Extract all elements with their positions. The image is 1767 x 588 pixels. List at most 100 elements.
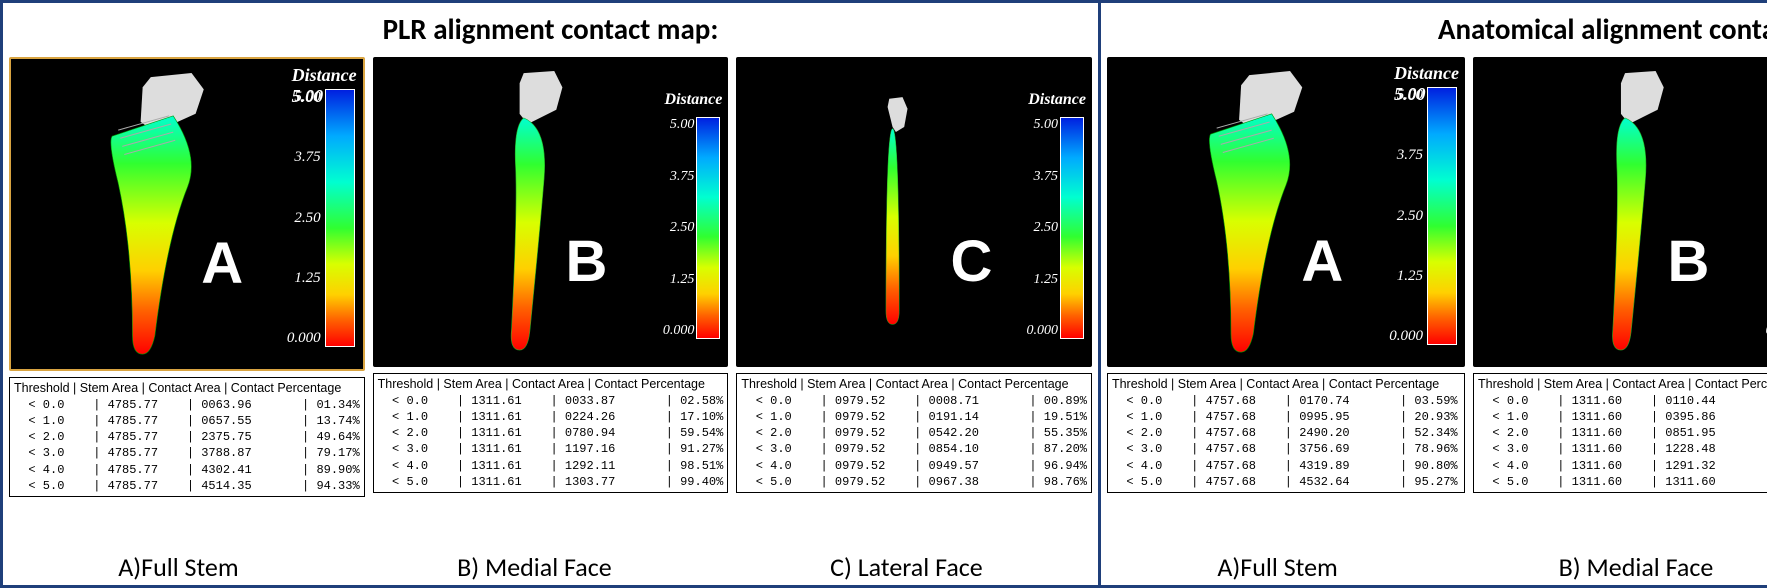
subpanel-letter: B xyxy=(1667,228,1709,295)
subpanel-A: A Distance5.00 5.003.752.501.250.000 Thr… xyxy=(9,57,365,543)
colorbar-tick: 5.00 xyxy=(1749,117,1767,133)
colorbar-tick: 3.75 xyxy=(1749,169,1767,185)
subpanel-letter: C xyxy=(951,228,993,295)
table-row: < 4.0 | 0979.52 | 0949.57 | 96.94% xyxy=(741,458,1087,474)
table-row: < 2.0 | 1311.60 | 0851.95 | 64.96% xyxy=(1478,425,1767,441)
colorbar-tick: 2.50 xyxy=(1749,220,1767,236)
stem-render xyxy=(74,71,236,356)
contact-map-image: B Distance 5.003.752.501.250.000 xyxy=(1473,57,1767,367)
table-row: < 0.0 | 4785.77 | 0063.96 | 01.34% xyxy=(14,397,360,413)
subpanel-caption: C) Lateral Face xyxy=(830,551,983,583)
colorbar-ticks: 5.003.752.501.250.000 xyxy=(646,117,694,339)
colorbar-tick: 3.75 xyxy=(1375,147,1423,164)
colorbar-tick: 0.000 xyxy=(646,323,694,339)
colorbar-tick: 1.25 xyxy=(273,270,321,287)
colorbar-ticks: 5.003.752.501.250.000 xyxy=(273,89,321,347)
subpanel-caption: A)Full Stem xyxy=(118,551,238,583)
stem-render xyxy=(1580,69,1680,354)
table-row: < 1.0 | 4757.68 | 0995.95 | 20.93% xyxy=(1112,409,1460,425)
colorbar-tick: 1.25 xyxy=(1749,272,1767,288)
table-row: < 1.0 | 1311.60 | 0395.86 | 30.18% xyxy=(1478,409,1767,425)
table-row: < 5.0 | 0979.52 | 0967.38 | 98.76% xyxy=(741,474,1087,490)
table-row: < 3.0 | 1311.61 | 1197.16 | 91.27% xyxy=(378,441,724,457)
contact-table: Threshold | Stem Area | Contact Area | C… xyxy=(9,377,365,497)
table-row: < 3.0 | 0979.52 | 0854.10 | 87.20% xyxy=(741,441,1087,457)
table-header: Threshold | Stem Area | Contact Area | C… xyxy=(14,380,360,397)
table-header: Threshold | Stem Area | Contact Area | C… xyxy=(1112,376,1460,393)
contact-table: Threshold | Stem Area | Contact Area | C… xyxy=(1107,373,1465,493)
subpanel-letter: B xyxy=(566,228,608,295)
colorbar-tick: 1.25 xyxy=(1375,268,1423,285)
colorbar-ticks: 5.003.752.501.250.000 xyxy=(1375,87,1423,345)
table-row: < 5.0 | 1311.60 | 1311.60 | 100.00% xyxy=(1478,474,1767,490)
contact-table: Threshold | Stem Area | Contact Area | C… xyxy=(736,373,1092,493)
table-row: < 2.0 | 1311.61 | 0780.94 | 59.54% xyxy=(378,425,724,441)
table-row: < 0.0 | 1311.60 | 0110.44 | 08.42% xyxy=(1478,393,1767,409)
contact-map-image: C Distance 5.00 3.75 2.50 1.25 0.000 xyxy=(736,57,1092,367)
colorbar-tick: 1.25 xyxy=(646,272,694,288)
table-row: < 0.0 | 1311.61 | 0033.87 | 02.58% xyxy=(378,393,724,409)
colorbar-tick: 0.000 xyxy=(1010,323,1058,339)
table-row: < 2.0 | 4785.77 | 2375.75 | 49.64% xyxy=(14,429,360,445)
colorbar-tick: 0.000 xyxy=(1749,323,1767,339)
colorbar xyxy=(696,117,720,339)
table-row: < 5.0 | 1311.61 | 1303.77 | 99.40% xyxy=(378,474,724,490)
table-row: < 1.0 | 4785.77 | 0657.55 | 13.74% xyxy=(14,413,360,429)
table-row: < 4.0 | 1311.60 | 1291.32 | 98.45% xyxy=(1478,458,1767,474)
colorbar-ticks: 5.00 3.75 2.50 1.25 0.000 xyxy=(1010,117,1058,339)
table-row: < 0.0 | 4757.68 | 0170.74 | 03.59% xyxy=(1112,393,1460,409)
table-row: < 1.0 | 1311.61 | 0224.26 | 17.10% xyxy=(378,409,724,425)
subpanel-caption: B) Medial Face xyxy=(457,551,612,583)
colorbar-tick: 5.00 xyxy=(1010,117,1058,133)
subpanel-caption: B) Medial Face xyxy=(1559,551,1714,583)
table-row: < 5.0 | 4785.77 | 4514.35 | 94.33% xyxy=(14,478,360,494)
colorbar xyxy=(1060,117,1084,339)
subpanel-letter: A xyxy=(1301,228,1343,295)
stem-render xyxy=(871,69,921,354)
colorbar-ticks: 5.00 3.75 2.50 1.25 0.000 xyxy=(1749,117,1767,339)
table-row: < 0.0 | 0979.52 | 0008.71 | 00.89% xyxy=(741,393,1087,409)
colorbar xyxy=(325,89,355,347)
table-row: < 3.0 | 1311.60 | 1228.48 | 93.66% xyxy=(1478,441,1767,457)
colorbar-tick: 2.50 xyxy=(1010,220,1058,236)
colorbar-tick: 0.000 xyxy=(1375,328,1423,345)
stem-render xyxy=(479,69,579,354)
colorbar-title: Distance xyxy=(665,91,723,109)
table-row: < 4.0 | 4785.77 | 4302.41 | 89.90% xyxy=(14,462,360,478)
subpanel-letter: A xyxy=(201,230,243,297)
table-row: < 5.0 | 4757.68 | 4532.64 | 95.27% xyxy=(1112,474,1460,490)
colorbar-tick: 0.000 xyxy=(273,330,321,347)
panel-title: PLR alignment contact map: xyxy=(9,11,1092,47)
table-row: < 3.0 | 4757.68 | 3756.69 | 78.96% xyxy=(1112,441,1460,457)
table-header: Threshold | Stem Area | Contact Area | C… xyxy=(378,376,724,393)
table-row: < 2.0 | 0979.52 | 0542.20 | 55.35% xyxy=(741,425,1087,441)
contact-map-image: A Distance5.00 5.003.752.501.250.000 xyxy=(1107,57,1465,367)
panel-title: Anatomical alignment contact map: xyxy=(1107,11,1767,47)
table-header: Threshold | Stem Area | Contact Area | C… xyxy=(741,376,1087,393)
colorbar-title: Distance xyxy=(1028,91,1086,109)
subpanel-B: B Distance 5.003.752.501.250.000 Thresho… xyxy=(373,57,729,543)
table-row: < 3.0 | 4785.77 | 3788.87 | 79.17% xyxy=(14,445,360,461)
colorbar-tick: 3.75 xyxy=(646,169,694,185)
colorbar-tick: 1.25 xyxy=(1010,272,1058,288)
subpanel-caption: A)Full Stem xyxy=(1217,551,1337,583)
panel-0: PLR alignment contact map: A Distance 5.0… xyxy=(0,0,1101,588)
colorbar-tick: 5.00 xyxy=(1375,87,1423,104)
table-row: < 4.0 | 1311.61 | 1292.11 | 98.51% xyxy=(378,458,724,474)
contact-map-image: A Distance5.00 5.003.752.501.250.000 xyxy=(9,57,365,371)
panel-1: Anatomical alignment contact map: A Dist… xyxy=(1101,0,1767,588)
colorbar-tick: 3.75 xyxy=(273,149,321,166)
subpanel-C: C Distance 5.00 3.75 2.50 1.25 0.000 Thresho… xyxy=(736,57,1092,543)
table-header: Threshold | Stem Area | Contact Area | C… xyxy=(1478,376,1767,393)
colorbar-tick: 3.75 xyxy=(1010,169,1058,185)
subpanel-A: A Distance5.00 5.003.752.501.250.000 Thr… xyxy=(1107,57,1465,543)
colorbar-tick: 5.00 xyxy=(273,89,321,106)
stem-render xyxy=(1171,69,1336,354)
subpanel-B: B Distance 5.003.752.501.250.000 Thresho… xyxy=(1473,57,1767,543)
colorbar-tick: 2.50 xyxy=(646,220,694,236)
table-row: < 1.0 | 0979.52 | 0191.14 | 19.51% xyxy=(741,409,1087,425)
contact-map-image: B Distance 5.003.752.501.250.000 xyxy=(373,57,729,367)
table-row: < 4.0 | 4757.68 | 4319.89 | 90.80% xyxy=(1112,458,1460,474)
contact-table: Threshold | Stem Area | Contact Area | C… xyxy=(1473,373,1767,493)
contact-table: Threshold | Stem Area | Contact Area | C… xyxy=(373,373,729,493)
